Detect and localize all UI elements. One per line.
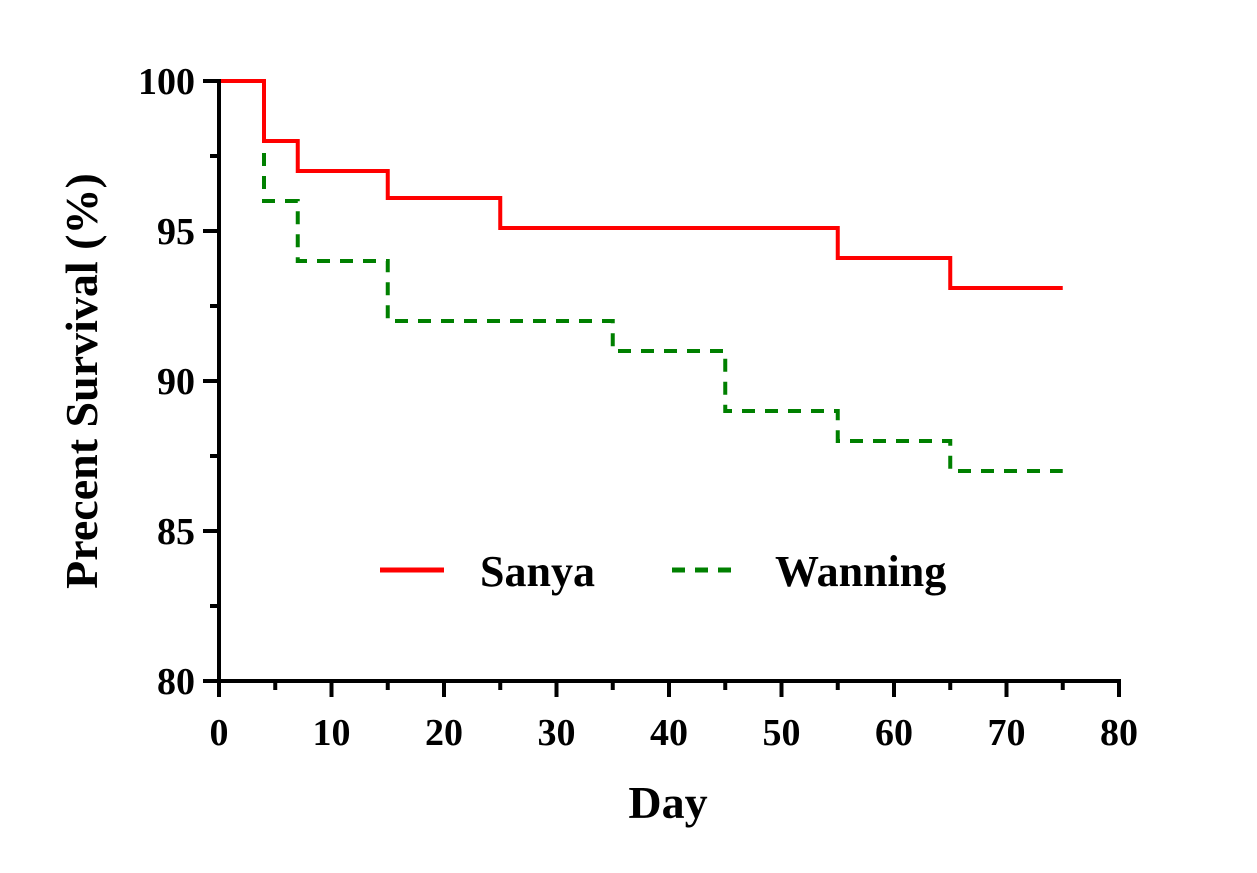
series-line-wanning — [262, 153, 1063, 473]
y-tick-label: 100 — [138, 61, 195, 103]
legend-label-wanning: Wanning — [775, 547, 946, 596]
x-tick-label: 80 — [1100, 712, 1138, 754]
y-tick-label: 90 — [157, 361, 195, 403]
x-tick-label: 70 — [988, 712, 1026, 754]
y-tick-label: 85 — [157, 511, 195, 553]
x-tick-label: 50 — [763, 712, 801, 754]
x-axis-title: Day — [628, 777, 707, 828]
y-axis-title: Precent Survival (%) — [56, 173, 107, 589]
y-axis-ticks: 80 85 90 95 100 — [138, 61, 219, 703]
x-tick-label: 10 — [313, 712, 351, 754]
series-line-sanya — [219, 79, 1063, 290]
legend-label-sanya: Sanya — [480, 547, 595, 596]
legend: Sanya Wanning — [380, 547, 946, 596]
x-tick-label: 30 — [538, 712, 576, 754]
y-tick-label: 80 — [157, 661, 195, 703]
y-tick-label: 95 — [157, 211, 195, 253]
x-tick-label: 20 — [425, 712, 463, 754]
series-layer — [219, 79, 1063, 473]
x-axis-ticks: 0 10 20 30 40 50 60 70 80 — [210, 681, 1138, 754]
x-tick-label: 0 — [210, 712, 229, 754]
x-tick-label: 60 — [875, 712, 913, 754]
x-tick-label: 40 — [650, 712, 688, 754]
